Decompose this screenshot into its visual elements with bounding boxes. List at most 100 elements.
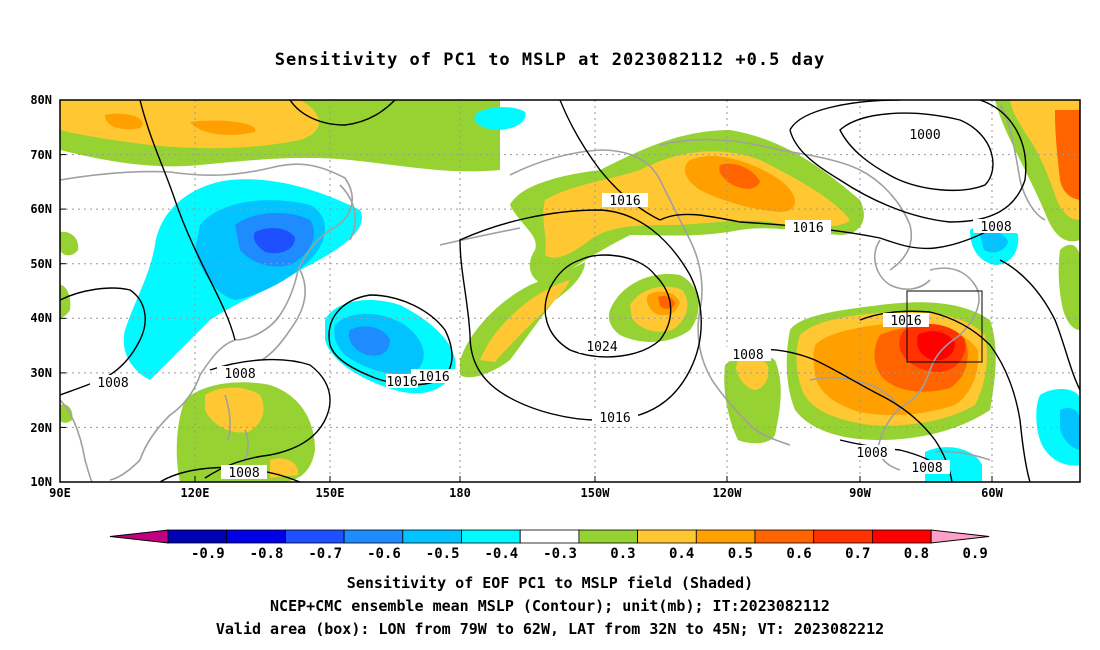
- contour-1016-pacific: [459, 209, 702, 421]
- colorbar-box: [872, 529, 932, 544]
- colorbar-box: [461, 529, 521, 544]
- lon-label: 180: [449, 486, 471, 500]
- axis-ticks: [60, 99, 993, 482]
- colorbar-tick-label: 0.3: [610, 546, 635, 562]
- colorbar-box: [343, 529, 404, 544]
- colorbar: -0.9 -0.8 -0.7 -0.6 -0.5 -0.4 -0.3 0.3 0.4 0.5 0.6…: [109, 529, 990, 562]
- coastline-greenland: [999, 104, 1046, 221]
- shade-positive-westedge: [60, 231, 79, 318]
- shade-negative-newfoundland-core: [980, 231, 1008, 253]
- shade-positive-mexico-core: [736, 355, 769, 390]
- shade-positive-atlantic-north-hot: [1055, 110, 1080, 200]
- lat-label: 20N: [30, 421, 52, 435]
- shade-positive-arctic-west-core: [60, 100, 319, 149]
- contour-labels: 1000 1008 1016 1016 1008 1024 1016 1008 …: [90, 127, 1019, 481]
- contour-label: 1016: [792, 221, 823, 236]
- shade-negative-arctic-patch: [474, 107, 526, 130]
- coastline-aleutians: [439, 227, 521, 246]
- lat-label: 30N: [30, 366, 52, 380]
- lat-label: 70N: [30, 148, 52, 162]
- contour-label: 1000: [909, 128, 940, 143]
- coastline-arctic-canada: [659, 138, 912, 271]
- colorbar-tick-label: -0.6: [367, 546, 401, 562]
- lat-label: 50N: [30, 257, 52, 271]
- lon-label: 120E: [181, 486, 210, 500]
- contour-label: 1008: [224, 367, 255, 382]
- coastline-kamchatka: [339, 184, 356, 241]
- lon-label: 120W: [713, 486, 743, 500]
- colorbar-box: [519, 529, 580, 544]
- shade-positive-atlantic-strip: [1058, 244, 1080, 330]
- colorbar-box: [402, 529, 462, 544]
- contour-label: 1016: [890, 314, 921, 329]
- colorbar-box: [695, 529, 756, 544]
- contour-label: 1008: [97, 376, 128, 391]
- contour-label: 1008: [980, 220, 1011, 235]
- colorbar-tick-label: -0.9: [191, 546, 225, 562]
- colorbar-tick-label: 0.5: [728, 546, 753, 562]
- contour-label: 1008: [732, 348, 763, 363]
- colorbar-box: [813, 529, 873, 544]
- shade-negative-atlantic-south-core: [1060, 408, 1080, 450]
- contour-label: 1008: [856, 446, 887, 461]
- contour-label: 1024: [586, 340, 617, 355]
- contour-label: 1008: [228, 466, 259, 481]
- lat-label: 40N: [30, 311, 52, 325]
- contour-1016-westpac: [328, 294, 453, 386]
- lat-label: 10N: [30, 475, 52, 489]
- colorbar-tick-label: -0.8: [250, 546, 284, 562]
- valid-area-box: [906, 290, 983, 363]
- colorbar-tick-label: 0.8: [904, 546, 929, 562]
- shade-positive-pacific-arc-core: [480, 280, 570, 362]
- shade-negative-siberia-peak: [253, 228, 295, 254]
- lat-label: 60N: [30, 202, 52, 216]
- coastlines: [60, 104, 1046, 482]
- colorbar-tick-label: -0.7: [308, 546, 342, 562]
- shade-positive-india: [60, 404, 73, 423]
- colorbar-tick-label: -0.3: [543, 546, 577, 562]
- lon-label: 150E: [316, 486, 345, 500]
- latitude-labels: 80N 70N 60N 50N 40N 30N 20N 10N: [30, 93, 52, 489]
- colorbar-arrow-low: [109, 529, 169, 544]
- colorbar-box: [284, 529, 345, 544]
- colorbar-box: [578, 529, 639, 544]
- colorbar-arrow-high: [930, 529, 990, 544]
- shade-negative-pacific-core: [348, 326, 390, 356]
- map-title: Sensitivity of PC1 to MSLP at 2023082112…: [274, 50, 826, 70]
- contour-1024: [544, 254, 672, 358]
- contour-1008-atlantic: [999, 259, 1080, 391]
- lon-label: 90E: [49, 486, 71, 500]
- map-frame: [59, 99, 1081, 483]
- contour-1016-canada: [659, 213, 741, 223]
- colorbar-box: [226, 529, 286, 544]
- caption-shading: Sensitivity of EOF PC1 to MSLP field (Sh…: [346, 574, 754, 592]
- colorbar-tick-label: 0.4: [669, 546, 694, 562]
- lat-label: 80N: [30, 93, 52, 107]
- coastline-india: [60, 399, 93, 482]
- shade-positive-alaska-band-peak: [719, 163, 760, 189]
- contour-label: 1016: [609, 194, 640, 209]
- contour-1008-siberia: [139, 100, 236, 341]
- contour-label: 1016: [418, 370, 449, 385]
- colorbar-tick-label: 0.9: [963, 546, 988, 562]
- coastline-us-east: [878, 267, 980, 471]
- colorbar-tick-label: -0.4: [484, 546, 518, 562]
- coastline-caribbean: [934, 450, 991, 461]
- lon-label: 150W: [581, 486, 611, 500]
- contour-1000-eurasia: [289, 100, 396, 126]
- longitude-labels: 90E 120E 150E 180 150W 120W 90W 60W: [49, 486, 1003, 500]
- coastline-hudson: [874, 239, 931, 290]
- coastline-gulf: [809, 376, 901, 411]
- caption-contour: NCEP+CMC ensemble mean MSLP (Contour); u…: [270, 597, 830, 615]
- coastline-alaska: [509, 149, 791, 446]
- colorbar-box: [637, 529, 697, 544]
- lon-label: 90W: [849, 486, 871, 500]
- colorbar-tick-label: 0.7: [845, 546, 870, 562]
- coastline-asia: [60, 163, 354, 481]
- contour-label: 1016: [599, 411, 630, 426]
- lon-label: 60W: [981, 486, 1003, 500]
- colorbar-box: [167, 529, 228, 544]
- contour-label: 1016: [386, 375, 417, 390]
- colorbar-tick-label: -0.5: [426, 546, 460, 562]
